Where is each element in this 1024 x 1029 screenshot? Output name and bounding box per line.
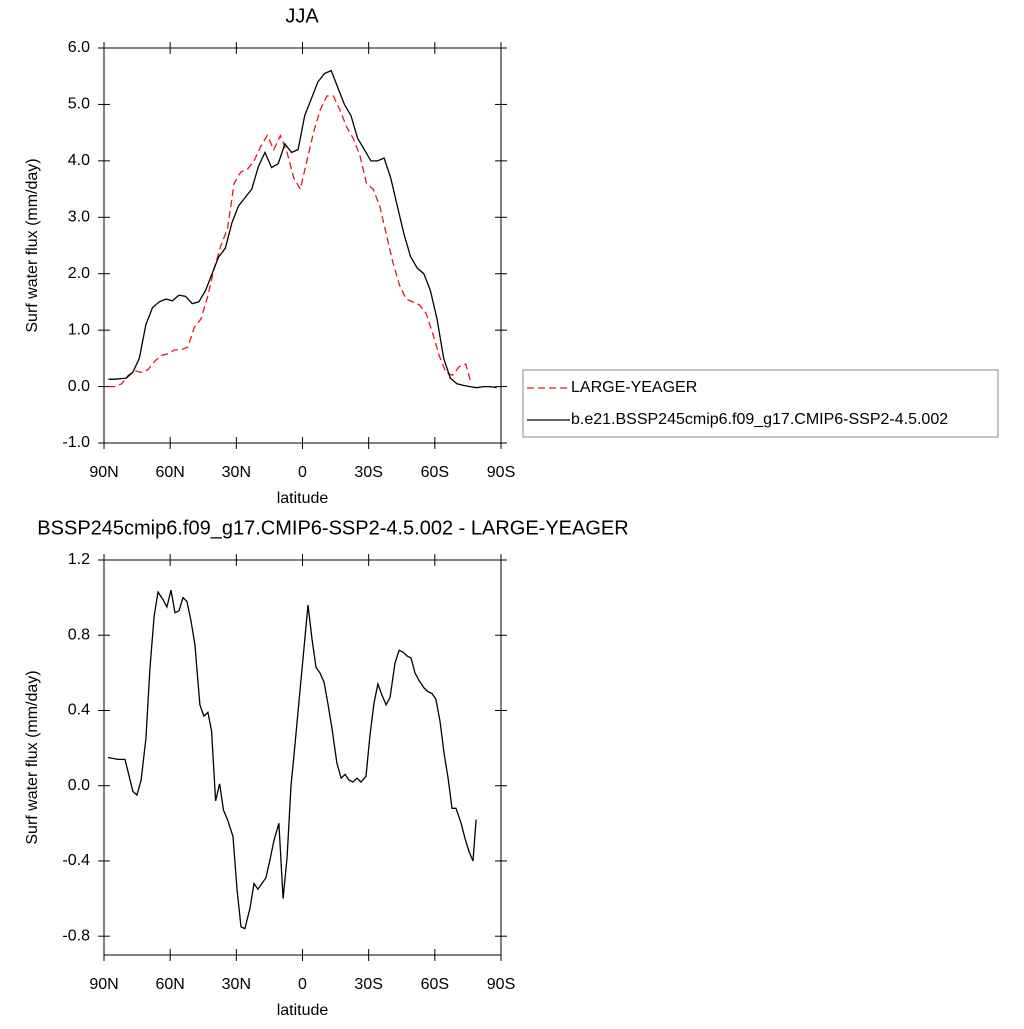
x-tick-label: 90S — [487, 464, 515, 481]
x-tick-label: 90N — [89, 976, 118, 993]
y-axis-label: Surf water flux (mm/day) — [24, 158, 41, 332]
x-tick-label: 60S — [421, 464, 449, 481]
plot-frame — [103, 559, 502, 956]
x-axis-label: latitude — [277, 1002, 329, 1019]
x-tick-label: 60N — [155, 464, 184, 481]
y-tick-label: -0.4 — [62, 852, 90, 869]
x-tick-label: 90S — [487, 976, 515, 993]
x-tick-label: 60N — [155, 976, 184, 993]
y-tick-label: 1.2 — [68, 551, 90, 568]
y-tick-label: 3.0 — [68, 209, 90, 226]
x-tick-label: 0 — [298, 464, 307, 481]
x-tick-label: 30N — [222, 976, 251, 993]
legend-label: LARGE-YEAGER — [571, 379, 697, 396]
y-tick-label: -0.8 — [62, 927, 90, 944]
x-tick-label: 30S — [354, 464, 382, 481]
x-axis-label: latitude — [277, 490, 329, 507]
x-tick-label: 30S — [354, 976, 382, 993]
chart-title: BSSP245cmip6.f09_g17.CMIP6-SSP2-4.5.002 … — [37, 517, 628, 539]
x-tick-label: 90N — [89, 464, 118, 481]
y-tick-label: 1.0 — [68, 321, 90, 338]
chart-title: JJA — [285, 5, 319, 27]
data-line — [108, 69, 497, 389]
y-tick-label: 0.4 — [68, 702, 90, 719]
y-axis-label: Surf water flux (mm/day) — [24, 670, 41, 844]
y-tick-label: 0.0 — [68, 378, 90, 395]
x-tick-label: 30N — [222, 464, 251, 481]
y-tick-label: -1.0 — [62, 434, 90, 451]
y-tick-label: 4.0 — [68, 152, 90, 169]
x-tick-label: 60S — [421, 976, 449, 993]
y-tick-label: 2.0 — [68, 265, 90, 282]
legend-label: b.e21.BSSP245cmip6.f09_g17.CMIP6-SSP2-4.… — [571, 411, 948, 428]
legend-box — [522, 369, 999, 438]
plot-frame — [103, 47, 502, 444]
data-line — [107, 589, 477, 930]
y-tick-label: 0.0 — [68, 777, 90, 794]
y-tick-label: 5.0 — [68, 96, 90, 113]
y-tick-label: 6.0 — [68, 39, 90, 56]
y-tick-label: 0.8 — [68, 626, 90, 643]
x-tick-label: 0 — [298, 976, 307, 993]
data-line — [108, 95, 471, 388]
